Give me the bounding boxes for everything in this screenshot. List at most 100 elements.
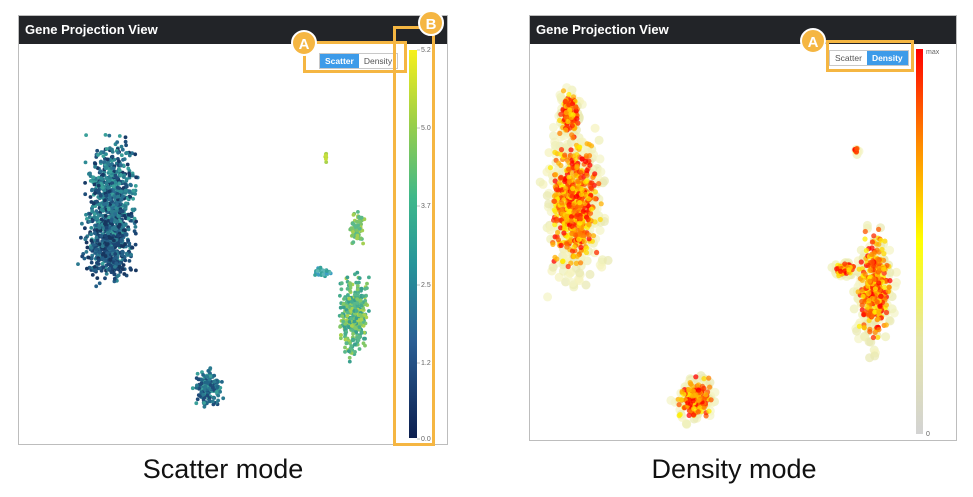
density-point — [569, 193, 575, 199]
density-point — [560, 88, 567, 94]
scatter-point — [206, 369, 211, 373]
scatter-point — [106, 215, 111, 220]
scatter-point — [343, 350, 347, 354]
scatter-point — [92, 215, 97, 220]
colorbar-max-label: max — [926, 49, 940, 56]
scatter-point — [124, 177, 129, 182]
scatter-point — [201, 373, 206, 377]
scatter-point — [347, 320, 352, 324]
scatter-point — [96, 258, 101, 263]
scatter-point — [93, 268, 98, 272]
scatter-plot[interactable] — [19, 44, 447, 444]
scatter-point — [124, 251, 129, 256]
density-halo — [575, 268, 585, 278]
density-point — [578, 260, 584, 266]
scatter-point — [344, 341, 349, 346]
density-point — [842, 261, 848, 267]
scatter-point — [106, 185, 110, 190]
density-point — [861, 324, 867, 331]
density-point — [555, 237, 561, 243]
scatter-point — [359, 286, 364, 291]
scatter-point — [126, 212, 131, 217]
scatter-point — [125, 151, 129, 155]
density-point — [565, 118, 571, 125]
density-mode-button[interactable]: Density — [363, 56, 393, 66]
scatter-point — [313, 273, 317, 277]
density-point — [862, 228, 868, 235]
scatter-point — [221, 396, 226, 401]
scatter-point — [347, 299, 351, 304]
badge-a: A — [800, 28, 826, 54]
density-point — [586, 236, 592, 242]
density-point — [871, 233, 877, 239]
scatter-point — [121, 194, 125, 199]
scatter-point — [120, 253, 125, 257]
density-point — [881, 266, 887, 272]
density-point — [564, 213, 570, 219]
colorbar-tick-label: 5.0 — [421, 125, 431, 132]
density-mode-button[interactable]: Density — [866, 51, 908, 65]
scatter-point — [88, 195, 93, 199]
scatter-point — [110, 181, 115, 186]
scatter-mode-button[interactable]: Scatter — [320, 54, 359, 68]
density-point — [707, 384, 713, 390]
density-halo — [591, 209, 601, 218]
panel-title: Gene Projection View — [19, 16, 447, 44]
colorbar-tick-label: 5.2 — [421, 47, 431, 54]
colorbar-min-label: 0 — [926, 431, 930, 438]
scatter-point — [96, 189, 101, 194]
density-point — [878, 237, 884, 243]
scatter-mode-button[interactable]: Scatter — [835, 53, 862, 63]
scatter-point — [114, 242, 119, 247]
scatter-point — [90, 219, 95, 224]
density-point — [695, 409, 701, 415]
scatter-point — [339, 336, 343, 341]
density-halo — [870, 351, 880, 361]
scatter-point — [117, 168, 122, 173]
density-point — [875, 316, 881, 322]
mode-toggle: Scatter Density — [319, 53, 399, 69]
scatter-point — [97, 225, 102, 230]
scatter-point — [134, 268, 138, 273]
scatter-point — [324, 269, 329, 273]
density-point — [854, 145, 860, 152]
density-point — [697, 404, 703, 411]
scatter-point — [104, 193, 109, 198]
scatter-point — [340, 314, 345, 318]
scatter-point — [348, 341, 352, 345]
scatter-point — [105, 157, 110, 162]
density-plot[interactable] — [530, 44, 956, 440]
scatter-point — [205, 393, 210, 398]
scatter-point — [101, 154, 106, 158]
scatter-point — [355, 297, 360, 301]
scatter-point — [84, 250, 89, 254]
density-point — [875, 334, 881, 340]
scatter-point — [86, 255, 91, 260]
scatter-point — [116, 273, 121, 278]
scatter-point — [347, 296, 352, 301]
scatter-point — [365, 281, 369, 286]
density-point — [856, 323, 862, 329]
density-point — [867, 267, 874, 273]
scatter-point — [348, 285, 353, 290]
density-point — [678, 396, 684, 403]
scatter-point — [194, 401, 199, 406]
scatter-point — [352, 319, 357, 324]
scatter-point — [352, 303, 357, 308]
density-point — [585, 196, 592, 202]
scatter-point — [129, 252, 133, 257]
scatter-point — [359, 303, 364, 308]
scatter-point — [83, 226, 87, 231]
density-point — [701, 376, 707, 382]
scatter-point — [133, 152, 138, 157]
density-halo — [544, 148, 554, 158]
density-halo — [545, 225, 555, 235]
scatter-point — [123, 188, 128, 193]
scatter-point — [115, 185, 120, 190]
scatter-point — [85, 266, 89, 271]
density-panel: Gene Projection View Scatter Density max… — [529, 15, 957, 441]
scatter-point — [208, 386, 212, 391]
density-point — [855, 289, 861, 295]
density-point — [568, 111, 574, 117]
scatter-point — [107, 133, 112, 138]
